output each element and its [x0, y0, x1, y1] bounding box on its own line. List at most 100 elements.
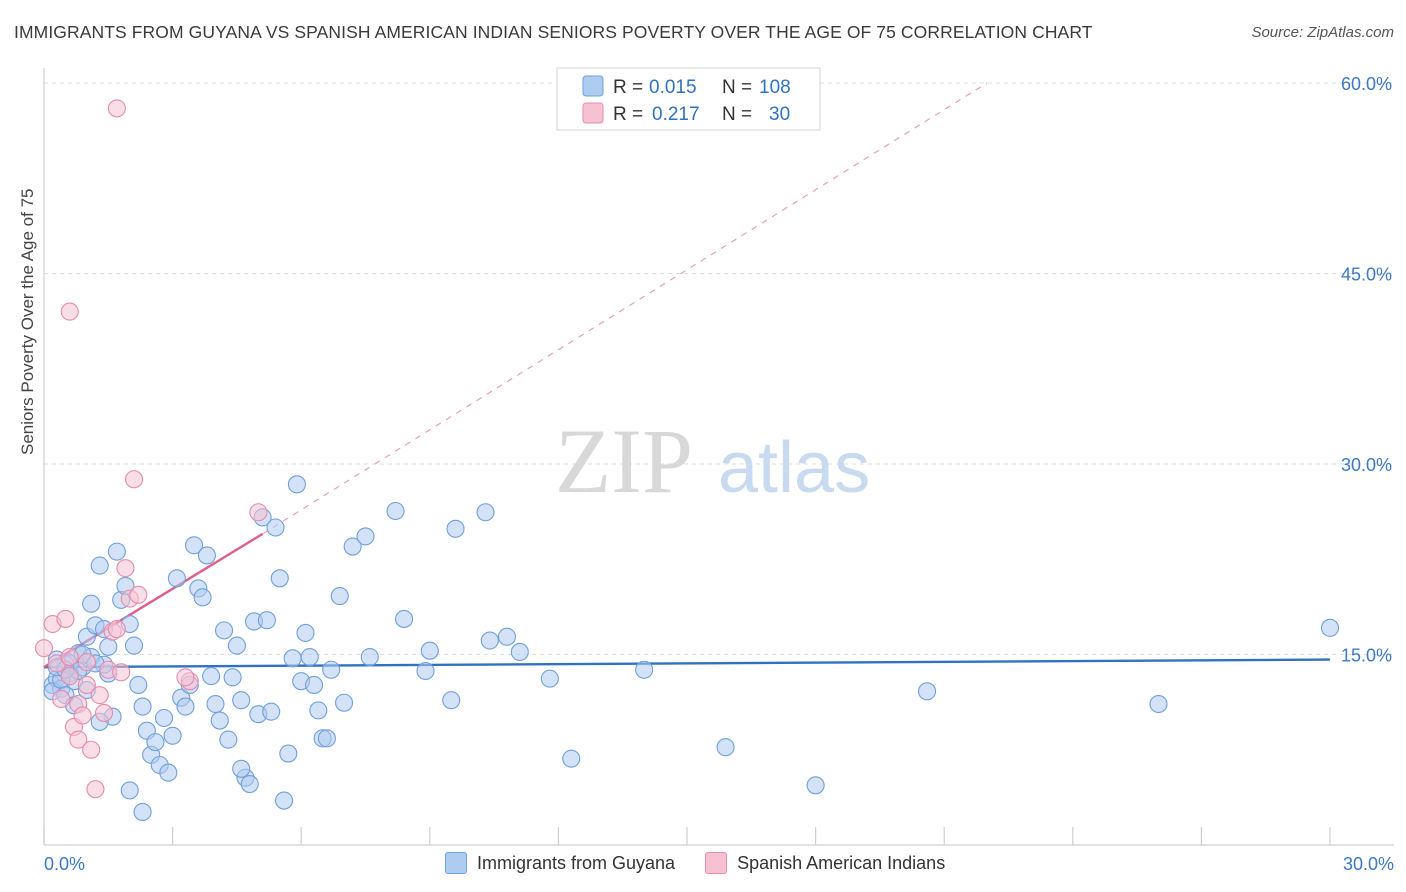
x-tick-label-max: 30.0% [1343, 854, 1394, 874]
point-spanish-american-indians [77, 653, 96, 672]
point-guyana [133, 697, 152, 716]
legend-label-spanish-american-indians: Spanish American Indians [737, 852, 946, 873]
series-legend: Immigrants from Guyana Spanish American … [445, 852, 945, 874]
point-guyana [343, 537, 362, 556]
point-guyana [193, 588, 212, 607]
point-guyana [197, 546, 216, 565]
point-guyana [420, 641, 439, 660]
point-guyana [210, 711, 229, 730]
point-spanish-american-indians [86, 780, 105, 799]
trend-line-guyana [43, 658, 1331, 669]
point-guyana [120, 781, 139, 800]
stats-legend: R = 0.015 N = 108 R = 0.217 N = 30 [556, 67, 821, 131]
legend-r-value-1: 0.015 [649, 77, 697, 98]
point-guyana [275, 791, 294, 810]
point-guyana [107, 542, 126, 561]
point-guyana [227, 636, 246, 655]
point-guyana [167, 569, 186, 588]
point-spanish-american-indians [77, 675, 96, 695]
point-spanish-american-indians [116, 559, 135, 578]
point-spanish-american-indians [69, 730, 88, 749]
point-spanish-american-indians [60, 647, 79, 667]
watermark-atlas: atlas [718, 428, 870, 508]
gridlines [44, 82, 1394, 655]
point-guyana [159, 763, 178, 782]
point-guyana [240, 774, 259, 794]
point-spanish-american-indians [129, 585, 148, 604]
point-spanish-american-indians [124, 470, 144, 489]
point-guyana [206, 694, 225, 714]
watermark-zip: ZIP [555, 410, 693, 512]
point-guyana [232, 691, 251, 710]
y-tick-label: 15.0% [1341, 646, 1392, 666]
y-tick-label: 45.0% [1341, 265, 1392, 285]
point-guyana [335, 693, 354, 712]
point-guyana [497, 627, 517, 646]
legend-item-guyana: Immigrants from Guyana [445, 852, 675, 874]
point-guyana [154, 708, 174, 728]
legend-n-label-1: N = [722, 77, 752, 98]
legend-item-spanish-american-indians: Spanish American Indians [705, 852, 945, 874]
point-guyana [270, 569, 289, 588]
point-guyana [176, 697, 195, 716]
legend-r-value-2: 0.217 [652, 104, 700, 125]
legend-swatch-pink [705, 852, 728, 874]
point-spanish-american-indians [249, 503, 268, 522]
point-guyana [279, 744, 298, 763]
point-guyana [232, 759, 251, 778]
point-spanish-american-indians [52, 689, 71, 709]
data-points [34, 99, 1340, 822]
point-spanish-american-indians [107, 99, 126, 118]
point-guyana [317, 729, 336, 748]
y-tick-labels: 15.0% 30.0% 45.0% 60.0% [1341, 74, 1392, 666]
point-spanish-american-indians [112, 663, 131, 682]
point-spanish-american-indians [34, 639, 54, 658]
point-guyana [82, 594, 101, 613]
chart-title: IMMIGRANTS FROM GUYANA VS SPANISH AMERIC… [14, 22, 1093, 42]
trend-extension-spanish-american-indians [262, 82, 988, 535]
point-spanish-american-indians [56, 609, 75, 628]
point-guyana [510, 642, 529, 662]
point-guyana [480, 631, 499, 650]
point-guyana [305, 675, 324, 695]
point-spanish-american-indians [94, 703, 114, 722]
point-guyana [287, 475, 306, 494]
point-guyana [202, 667, 221, 686]
point-spanish-american-indians [82, 740, 101, 759]
point-guyana [129, 675, 148, 695]
legend-n-value-2: 30 [769, 104, 790, 125]
axes [43, 68, 1394, 846]
point-guyana [806, 776, 825, 795]
point-guyana [309, 701, 328, 720]
point-spanish-american-indians [90, 686, 109, 705]
point-guyana [283, 649, 302, 668]
legend-swatch-blue [445, 852, 467, 874]
point-guyana [356, 527, 375, 546]
point-guyana [1320, 618, 1340, 637]
point-guyana [330, 587, 349, 606]
point-guyana [716, 738, 735, 757]
point-guyana [300, 647, 319, 667]
point-guyana [223, 668, 242, 687]
point-guyana [395, 609, 414, 628]
point-guyana [360, 647, 379, 667]
point-guyana [214, 621, 234, 640]
point-guyana [99, 637, 118, 656]
point-spanish-american-indians [176, 668, 195, 687]
point-guyana [266, 518, 285, 537]
trend-lines [43, 82, 1331, 669]
source-credit: Source: ZipAtlas.com [1251, 24, 1394, 41]
point-guyana [442, 691, 461, 710]
legend-n-value-1: 108 [759, 77, 791, 98]
point-guyana [184, 536, 204, 555]
point-spanish-american-indians [60, 302, 79, 321]
point-spanish-american-indians [73, 706, 92, 725]
point-guyana [386, 501, 405, 521]
y-tick-label: 60.0% [1341, 74, 1392, 94]
point-guyana [322, 660, 341, 679]
x-tick-label-min: 0.0% [44, 854, 85, 874]
point-guyana [446, 519, 465, 538]
point-guyana [416, 661, 435, 681]
point-guyana [257, 611, 276, 630]
